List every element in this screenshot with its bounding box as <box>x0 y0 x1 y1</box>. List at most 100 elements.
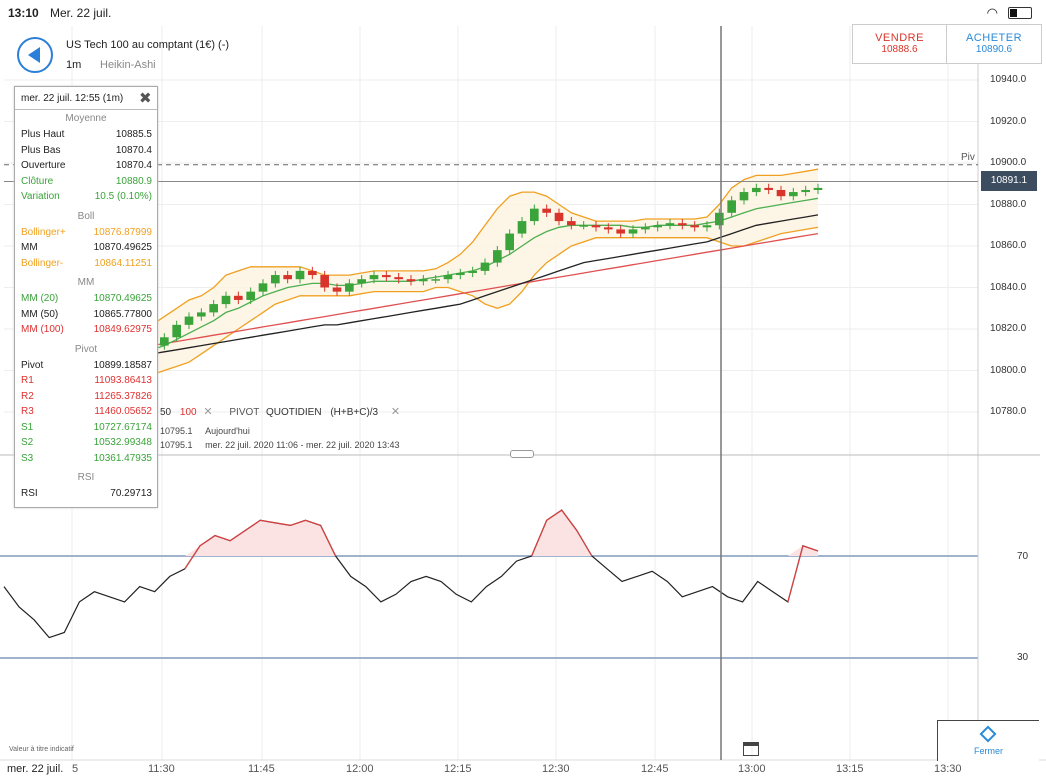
legend-row-range: 10795.1 mer. 22 juil. 2020 11:06 - mer. … <box>160 440 400 450</box>
buy-price: 10890.6 <box>975 44 1013 55</box>
time-tick-label: 13:15 <box>836 763 864 775</box>
tooltip-date: mer. 22 juil. 12:55 (1m) <box>21 93 124 104</box>
tooltip-section-title: Moyenne <box>65 113 107 124</box>
close-icon[interactable]: ✖ <box>139 90 152 107</box>
tooltip-section-title: Pivot <box>74 343 98 355</box>
price-tick-label: 10860.0 <box>990 240 1027 251</box>
tooltip-row-value: 10870.49625 <box>93 242 152 253</box>
data-tooltip: mer. 22 juil. 12:55 (1m) ✖ Moyenne Plus H… <box>14 86 158 508</box>
rsi-overbought-segment <box>787 545 804 603</box>
price-tick-label: 10780.0 <box>990 406 1027 417</box>
candle-body <box>480 262 490 271</box>
tooltip-row-value: 10876.87999 <box>93 226 152 238</box>
candle-body <box>172 324 181 338</box>
candle-body <box>764 187 773 190</box>
sell-button[interactable]: VENDRE 10888.6 <box>853 25 947 63</box>
panel-resize-handle[interactable] <box>510 450 534 458</box>
rsi-overbought-segment <box>561 509 578 531</box>
close-button[interactable]: Fermer <box>937 720 1039 761</box>
rsi-overbought-segment <box>320 525 337 557</box>
candle-body <box>468 270 477 273</box>
tooltip-row: S2 10532.99348 <box>15 437 157 451</box>
time-tick-label: 11:30 <box>148 763 175 775</box>
tooltip-row-label: R2 <box>21 390 34 402</box>
candle-body <box>406 279 416 282</box>
price-tick-label: 10800.0 <box>990 364 1027 376</box>
tooltip-header: mer. 22 juil. 12:55 (1m) ✖ <box>15 87 157 110</box>
legend-pivot-formula: (H+B+C)/3 <box>330 407 379 418</box>
candle-body <box>641 227 650 230</box>
rsi-overbought-segment <box>184 545 201 570</box>
tooltip-row-value: 10865.77800 <box>93 308 152 320</box>
indicator-legend: 50 100 ✕ PIVOT QUOTIDIEN (H+B+C)/3 ✕ <box>160 405 400 418</box>
candle-body <box>739 192 749 201</box>
tooltip-row-label: Ouverture <box>21 160 66 171</box>
candle-body <box>665 223 675 226</box>
legend-pivot-period: QUOTIDIEN <box>265 407 322 418</box>
candle-body <box>332 287 342 292</box>
legend-row3-text: mer. 22 juil. 2020 11:06 - mer. 22 juil.… <box>205 440 400 450</box>
candle-body <box>715 212 724 226</box>
buy-label: ACHETER <box>965 32 1023 44</box>
tooltip-row-value: 10.5 (0.10%) <box>94 191 152 202</box>
remove-pivot-icon[interactable]: ✕ <box>390 406 401 418</box>
tooltip-row-value: 70.29713 <box>110 488 152 499</box>
candle-body <box>505 233 514 251</box>
rsi-overbought-segment <box>305 519 321 526</box>
candle-body <box>776 189 786 197</box>
tooltip-row-value: 10880.9 <box>115 175 152 187</box>
back-button[interactable] <box>17 37 53 73</box>
legend-row2-text: Aujourd'hui <box>205 426 250 436</box>
time-tick-label: 12:00 <box>346 763 374 775</box>
candle-body <box>789 192 798 197</box>
time-tick-label: 12:45 <box>641 763 669 775</box>
tooltip-row: R2 11265.37826 <box>15 391 157 405</box>
sell-label: VENDRE <box>875 32 924 44</box>
candle-body <box>554 212 564 222</box>
rsi-overbought-segment <box>576 530 593 557</box>
bollinger-lower-line <box>151 226 819 376</box>
rsi-overbought-segment <box>260 519 276 524</box>
price-tick-label: 10840.0 <box>990 281 1027 293</box>
tooltip-row-value: 10361.47935 <box>93 452 152 464</box>
tooltip-row-label: R3 <box>21 406 34 417</box>
rsi-overbought-segment <box>199 535 216 547</box>
buy-button[interactable]: ACHETER 10890.6 <box>947 25 1041 63</box>
candle-body <box>209 304 218 313</box>
ma100-line <box>151 232 819 347</box>
tooltip-row: Plus Haut 10885.5 <box>15 129 157 143</box>
tooltip-row: S3 10361.47935 <box>15 453 157 467</box>
candle-body <box>456 272 465 276</box>
calendar-icon[interactable] <box>743 742 759 756</box>
time-tick-label: 5 <box>72 763 79 775</box>
tooltip-row-value: 10727.67174 <box>93 421 152 433</box>
rsi-upper-label: 70 <box>1017 551 1029 562</box>
candle-body <box>369 275 379 280</box>
candle-body <box>271 275 280 284</box>
bollinger-upper-line <box>151 168 819 326</box>
tooltip-row: Ouverture 10870.4 <box>15 160 157 174</box>
candle-body <box>197 312 206 317</box>
time-tick-label: 12:15 <box>444 763 472 775</box>
tooltip-row: Variation 10.5 (0.10%) <box>15 191 157 205</box>
tooltip-row-label: MM (50) <box>21 308 59 320</box>
tooltip-section-title: MM <box>77 277 95 288</box>
tooltip-row-value: 11460.05652 <box>94 406 152 417</box>
candle-body <box>567 221 576 226</box>
tooltip-row-value: 11265.37826 <box>94 390 152 402</box>
candle-body <box>616 229 625 234</box>
tooltip-row-label: Plus Bas <box>21 144 61 156</box>
candle-body <box>653 225 662 228</box>
candle-body <box>443 275 453 280</box>
rsi-overbought-segment <box>244 519 261 531</box>
chart-type-selector[interactable]: Heikin-Ashi <box>100 59 156 71</box>
candle-body <box>690 225 699 228</box>
rsi-overbought-segment <box>802 545 819 552</box>
remove-mm-icon[interactable]: ✕ <box>203 406 213 418</box>
candle-body <box>246 291 255 300</box>
period-selector[interactable]: 1m <box>66 59 82 71</box>
candle-body <box>431 279 440 281</box>
candle-body <box>394 277 403 280</box>
legend-pivot: PIVOT <box>229 407 260 418</box>
